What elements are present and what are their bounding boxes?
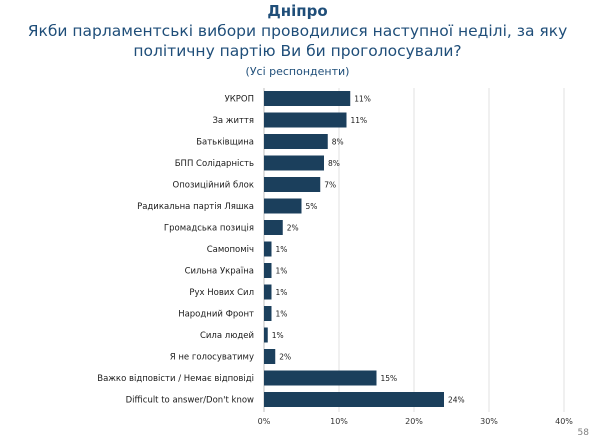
data-label: 5% [306,202,318,211]
category-label: БПП Солідарність [175,159,254,169]
chart-subtitle: (Усі респонденти) [245,65,350,78]
category-label: УКРОП [225,95,254,105]
category-label: Важко відповісти / Немає відповіді [97,374,254,384]
bar [264,327,268,343]
bar [264,370,377,386]
data-label: 8% [328,159,340,168]
category-label: Рух Нових Сил [189,288,254,298]
x-tick-label: 40% [555,417,573,426]
x-axis-ticks: 0% 10% 20% 30% 40% [258,417,574,426]
bar [264,112,347,128]
bar [264,134,328,149]
data-label: 2% [279,353,291,362]
data-label: 1% [276,245,288,254]
data-label: 7% [324,181,336,190]
x-tick-label: 30% [480,417,498,426]
x-tick-label: 10% [330,417,348,426]
category-label: Я не голосуватиму [170,353,254,363]
category-label: Радикальна партія Ляшка [137,202,254,212]
bar [264,263,272,278]
category-label: Сила людей [200,331,254,341]
bar [264,91,351,106]
bar [264,284,272,300]
category-label: Батьківщина [196,138,254,148]
data-label: 1% [276,267,288,276]
bar [264,155,324,171]
chart-title: Дніпро [267,2,328,20]
data-label: 1% [276,310,288,319]
category-label: Опозиційний блок [173,181,254,191]
x-tick-label: 20% [405,417,423,426]
data-label: 11% [354,95,371,104]
bar [264,306,272,321]
page-number: 58 [577,428,589,438]
data-label: 11% [351,116,368,125]
category-label: За життя [212,116,254,126]
category-label: Сильна Україна [185,267,254,277]
data-label: 1% [272,331,284,340]
data-label: 15% [381,374,398,383]
data-label: 24% [448,396,465,405]
title-block: Дніпро Якби парламентські вибори проводи… [0,2,595,79]
bar [264,220,283,235]
bar [264,392,444,407]
label-layer: УКРОП 11% За життя 11% Батьківщина 8% БПП Солі… [97,95,464,406]
category-label: Самопоміч [207,245,254,255]
x-tick-label: 0% [258,417,271,426]
bar [264,241,272,257]
data-label: 1% [276,288,288,297]
bar [264,177,321,192]
bar-layer [264,91,444,407]
bar [264,349,276,364]
category-label: Громадська позиція [164,224,254,234]
bar [264,198,302,214]
chart-question: Якби парламентські вибори проводилися на… [27,22,568,60]
data-label: 8% [332,138,344,147]
category-label: Difficult to answer/Don't know [126,396,254,406]
data-label: 2% [287,224,299,233]
category-label: Народний Фронт [178,310,254,320]
